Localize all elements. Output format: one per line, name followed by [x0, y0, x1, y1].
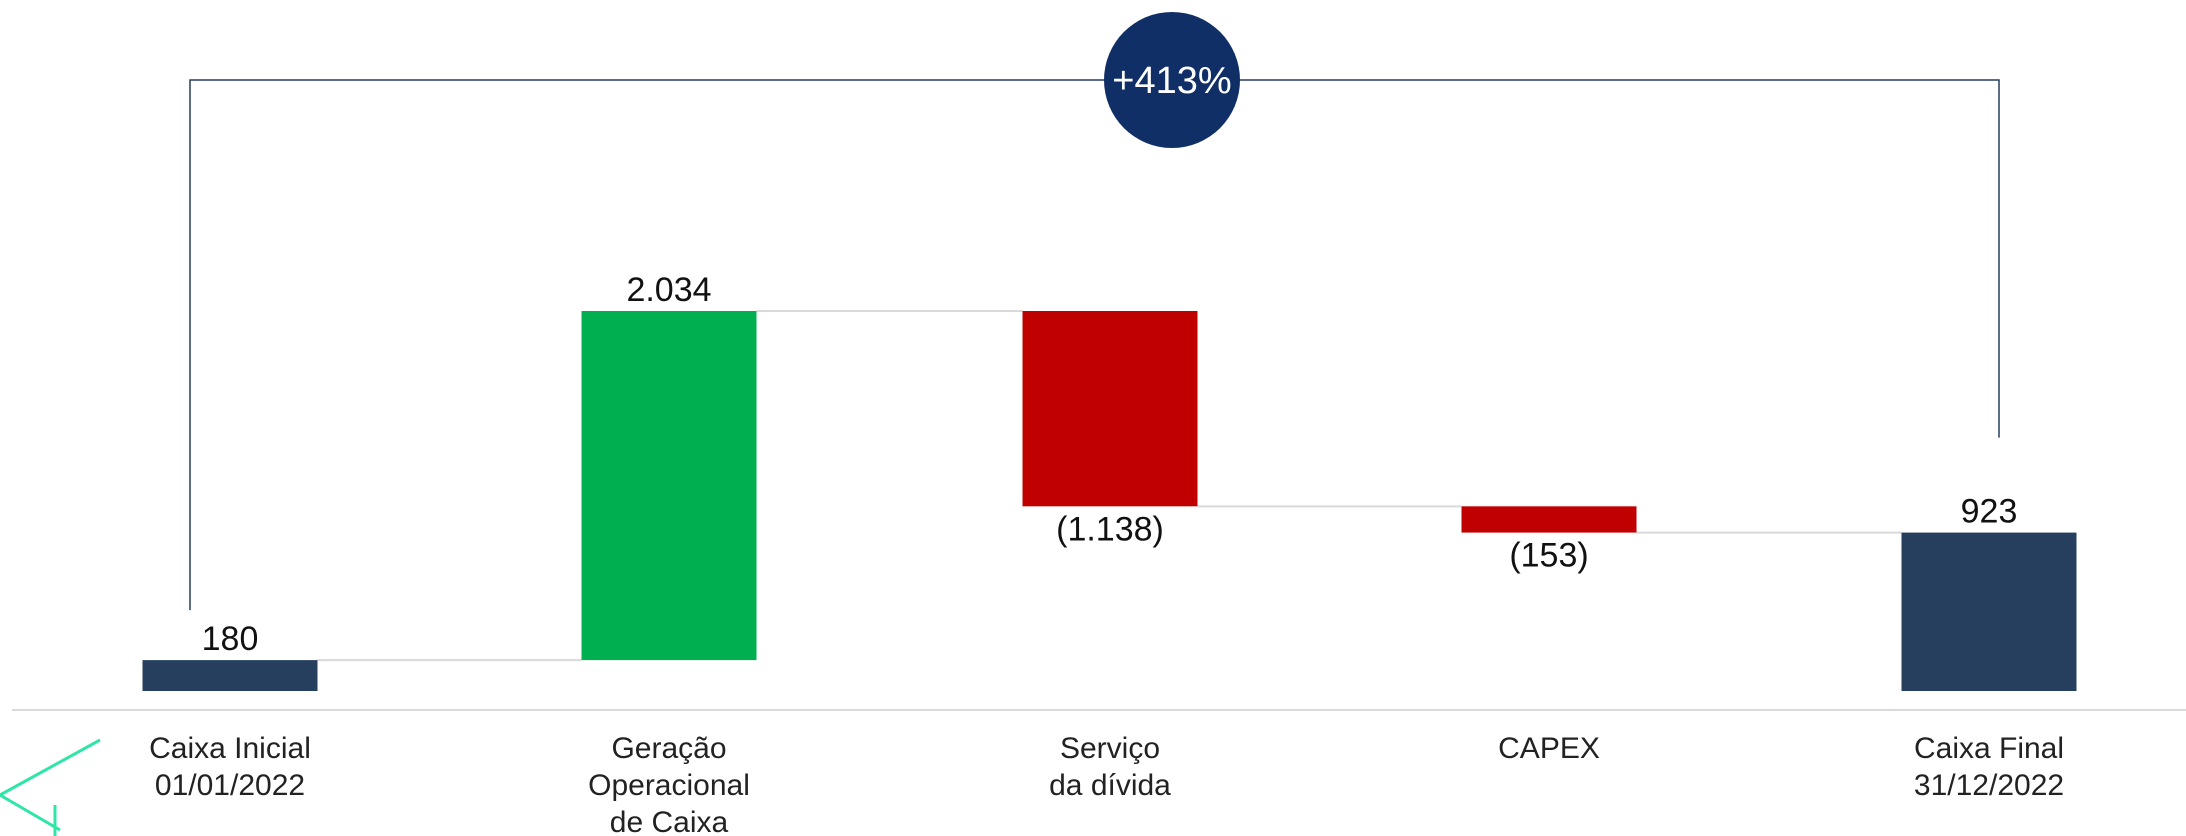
- x-tick-label: 31/12/2022: [1914, 769, 2064, 802]
- x-tick-label: Caixa Inicial: [149, 732, 311, 765]
- annotation: +413%: [1112, 60, 1231, 102]
- x-tick-label: da dívida: [1049, 769, 1171, 802]
- value-label: 923: [1961, 493, 2018, 531]
- value-label: (1.138): [1056, 510, 1164, 548]
- value-label: 2.034: [626, 271, 711, 309]
- bar: [1461, 506, 1637, 533]
- x-tick-label: Serviço: [1060, 732, 1160, 765]
- value-label: (153): [1509, 537, 1588, 575]
- x-tick-label: CAPEX: [1498, 732, 1600, 765]
- bar: [1022, 311, 1198, 507]
- bracket: [189, 79, 2000, 611]
- bar: [142, 660, 318, 691]
- x-tick-label: Geração: [611, 732, 726, 765]
- bar: [1901, 532, 2077, 691]
- x-tick-label: Operacional: [588, 769, 750, 802]
- bar: [581, 311, 757, 661]
- x-tick-label: de Caixa: [610, 806, 729, 836]
- x-tick-label: 01/01/2022: [155, 769, 305, 802]
- value-label: 180: [202, 620, 259, 658]
- x-tick-label: Caixa Final: [1914, 732, 2064, 765]
- annotation-badge: [1104, 12, 1240, 148]
- logo: [0, 738, 101, 836]
